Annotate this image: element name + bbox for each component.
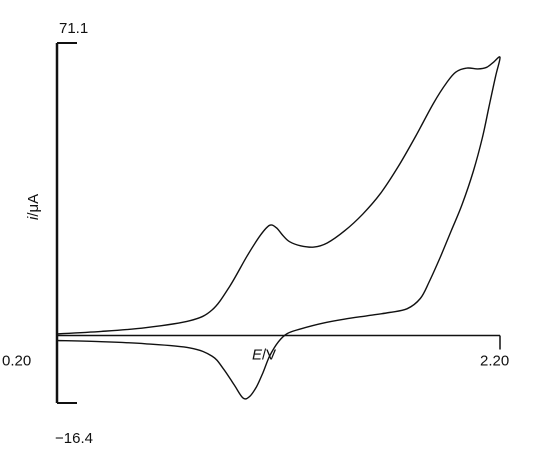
series-line-0 [56,56,501,400]
x-min-tick-label: 0.20 [2,353,31,370]
y-axis-label: i/μA [25,194,42,220]
y-axis-label-unit: /μA [25,194,42,217]
y-axis-label-symbol: i [25,216,42,220]
y-max-tick-label: 71.1 [59,20,88,37]
x-axis-label-symbol: E [252,347,263,364]
x-max-tick-label: 2.20 [480,353,509,370]
series-layer [56,56,501,400]
x-axis-label: E/V [252,347,276,364]
y-min-tick-label: −16.4 [55,430,93,447]
